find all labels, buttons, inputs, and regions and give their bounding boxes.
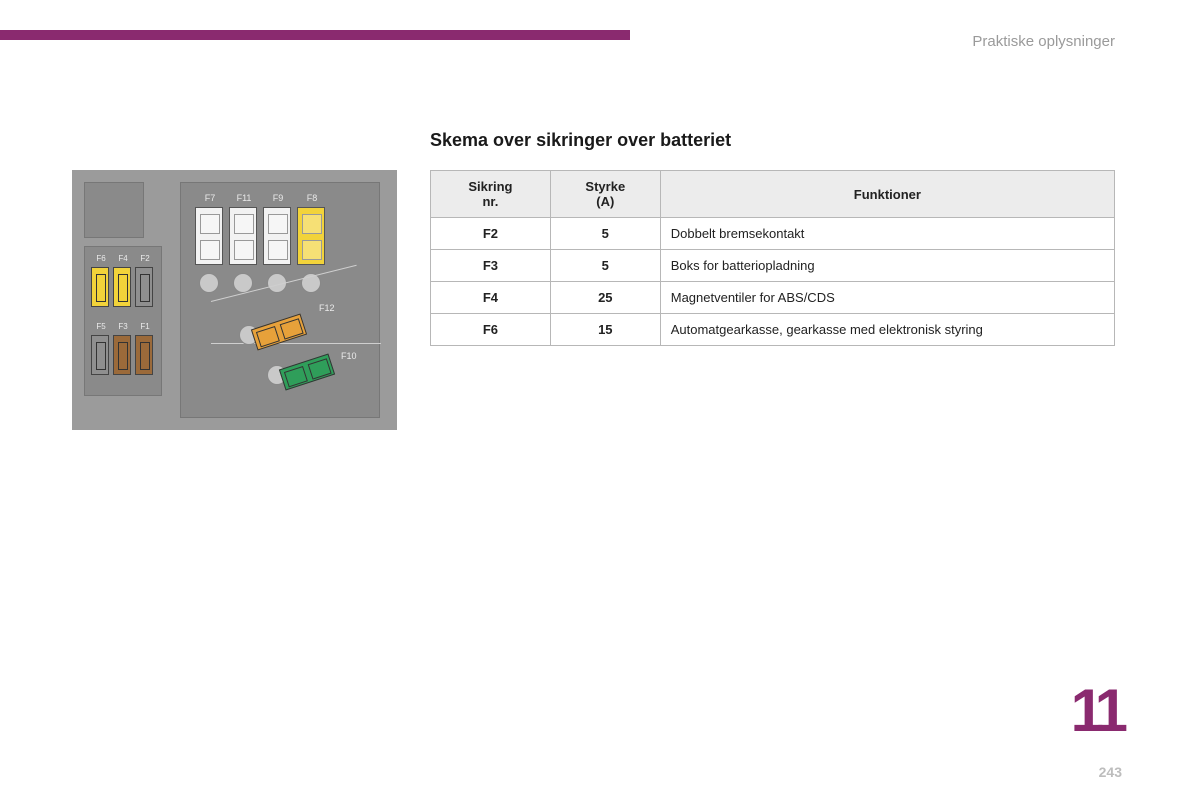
big-fuse: F9 bbox=[263, 207, 291, 265]
cell-amp: 15 bbox=[550, 314, 660, 346]
big-fuse: F11 bbox=[229, 207, 257, 265]
fuse-label: F12 bbox=[319, 303, 335, 313]
mini-fuse: F4 bbox=[113, 267, 131, 307]
cell-function: Automatgearkasse, gearkasse med elektron… bbox=[660, 314, 1114, 346]
diagram-left-panel: F6F4F2F5F3F1 bbox=[84, 182, 162, 400]
table-header-row: Sikringnr. Styrke(A) Funktioner bbox=[431, 171, 1115, 218]
th-amp: Styrke(A) bbox=[550, 171, 660, 218]
mini-fuse: F6 bbox=[91, 267, 109, 307]
table-row: F25Dobbelt bremsekontakt bbox=[431, 218, 1115, 250]
page-number: 243 bbox=[1099, 764, 1122, 780]
diagram-left-board: F6F4F2F5F3F1 bbox=[84, 246, 162, 396]
connector-circle bbox=[199, 273, 219, 293]
chapter-number: 11 bbox=[1071, 676, 1122, 745]
fuse-label: F9 bbox=[264, 193, 292, 203]
connector-circle bbox=[233, 273, 253, 293]
fuse-label: F11 bbox=[230, 193, 258, 203]
page-title: Skema over sikringer over batteriet bbox=[430, 130, 731, 151]
big-fuse: F7 bbox=[195, 207, 223, 265]
fuse-table: Sikringnr. Styrke(A) Funktioner F25Dobbe… bbox=[430, 170, 1115, 346]
cell-fuse-nr: F6 bbox=[431, 314, 551, 346]
fuse-label: F7 bbox=[196, 193, 224, 203]
section-header: Praktiske oplysninger bbox=[972, 33, 1115, 50]
guide-line bbox=[211, 343, 381, 344]
diag-fuse bbox=[279, 354, 335, 391]
table-row: F425Magnetventiler for ABS/CDS bbox=[431, 282, 1115, 314]
mini-fuse: F1 bbox=[135, 335, 153, 375]
cell-fuse-nr: F2 bbox=[431, 218, 551, 250]
diagram-right-panel: F7F11F9F8F12F10 bbox=[180, 182, 380, 418]
cell-fuse-nr: F4 bbox=[431, 282, 551, 314]
mini-fuse: F5 bbox=[91, 335, 109, 375]
cell-function: Magnetventiler for ABS/CDS bbox=[660, 282, 1114, 314]
fuse-label: F5 bbox=[92, 322, 110, 331]
cell-function: Boks for batteriopladning bbox=[660, 250, 1114, 282]
th-fuse-nr: Sikringnr. bbox=[431, 171, 551, 218]
mini-fuse: F2 bbox=[135, 267, 153, 307]
table-row: F615Automatgearkasse, gearkasse med elek… bbox=[431, 314, 1115, 346]
diag-fuse bbox=[251, 314, 307, 351]
cell-function: Dobbelt bremsekontakt bbox=[660, 218, 1114, 250]
fuse-diagram: F6F4F2F5F3F1 F7F11F9F8F12F10 bbox=[72, 170, 397, 430]
table-row: F35Boks for batteriopladning bbox=[431, 250, 1115, 282]
cell-amp: 25 bbox=[550, 282, 660, 314]
fuse-label: F6 bbox=[92, 254, 110, 263]
fuse-label: F4 bbox=[114, 254, 132, 263]
cell-amp: 5 bbox=[550, 218, 660, 250]
fuse-label: F8 bbox=[298, 193, 326, 203]
accent-bar bbox=[0, 30, 630, 40]
fuse-label: F1 bbox=[136, 322, 154, 331]
fuse-label: F3 bbox=[114, 322, 132, 331]
fuse-label: F10 bbox=[341, 351, 357, 361]
fuse-label: F2 bbox=[136, 254, 154, 263]
big-fuse: F8 bbox=[297, 207, 325, 265]
cell-fuse-nr: F3 bbox=[431, 250, 551, 282]
th-function: Funktioner bbox=[660, 171, 1114, 218]
mini-fuse: F3 bbox=[113, 335, 131, 375]
cell-amp: 5 bbox=[550, 250, 660, 282]
diagram-small-box bbox=[84, 182, 144, 238]
